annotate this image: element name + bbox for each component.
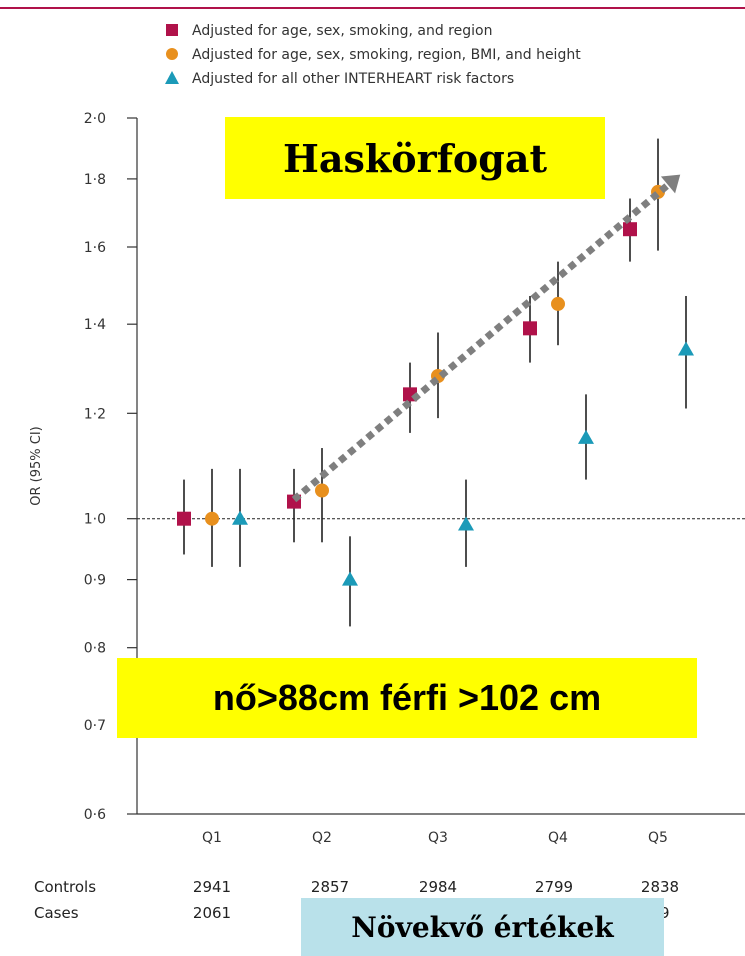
point-triangle	[678, 341, 694, 356]
y-tick-label: 0·8	[84, 641, 106, 657]
legend-label: Adjusted for age, sex, smoking, region, …	[192, 47, 581, 63]
y-tick-label: 0·9	[84, 573, 106, 589]
x-tick-label: Q3	[428, 830, 448, 846]
y-tick-label: 1·8	[84, 172, 106, 188]
table-cell: 2061	[193, 904, 231, 922]
trend-arrow	[291, 174, 681, 503]
y-tick-label: 2·0	[84, 111, 106, 127]
count-table: Controls29412857298427992838Cases206179	[34, 878, 679, 922]
table-cell: 2984	[419, 878, 457, 896]
trend-arrow-shaft	[291, 182, 671, 503]
x-tick-label: Q4	[548, 830, 568, 846]
x-tick-label: Q5	[648, 830, 668, 846]
cutoff-label: nő>88cm férfi >102 cm	[212, 677, 602, 718]
waist-circumference-box: Haskörfogat	[225, 117, 605, 199]
legend-marker-square	[166, 24, 178, 36]
cutoff-box: nő>88cm férfi >102 cm	[117, 658, 697, 738]
y-tick-label: 1·6	[84, 240, 106, 256]
y-axis-label: OR (95% CI)	[29, 426, 44, 505]
point-triangle	[232, 510, 248, 525]
x-tick-label: Q2	[312, 830, 332, 846]
point-square	[177, 511, 191, 526]
trend-arrow-head	[660, 174, 681, 194]
table-cell: 2838	[641, 878, 679, 896]
y-tick-label: 0·6	[84, 807, 106, 823]
y-tick-label: 1·4	[84, 317, 106, 333]
table-cell: 2799	[535, 878, 573, 896]
point-circle	[551, 296, 565, 311]
x-tick-label: Q1	[202, 830, 222, 846]
y-tick-label: 1·0	[84, 512, 106, 528]
y-tick-label: 0·7	[84, 718, 106, 734]
point-triangle	[458, 516, 474, 531]
table-row-label: Cases	[34, 904, 79, 922]
point-triangle	[578, 429, 594, 444]
table-cell: 2857	[311, 878, 349, 896]
legend: Adjusted for age, sex, smoking, and regi…	[165, 23, 581, 87]
y-tick-label: 1·2	[84, 406, 106, 422]
point-square	[623, 222, 637, 237]
point-circle	[315, 483, 329, 498]
legend-marker-triangle	[165, 71, 179, 84]
increasing-values-box: Növekvő értékek	[301, 898, 664, 956]
point-triangle	[342, 571, 358, 586]
legend-label: Adjusted for all other INTERHEART risk f…	[192, 71, 514, 87]
point-circle	[205, 511, 219, 526]
table-cell: 2941	[193, 878, 231, 896]
table-row-label: Controls	[34, 878, 96, 896]
legend-marker-circle	[166, 48, 178, 60]
point-square	[523, 321, 537, 336]
waist-circumference-label: Haskörfogat	[282, 135, 548, 181]
increasing-values-label: Növekvő értékek	[351, 910, 614, 944]
legend-label: Adjusted for age, sex, smoking, and regi…	[192, 23, 492, 39]
